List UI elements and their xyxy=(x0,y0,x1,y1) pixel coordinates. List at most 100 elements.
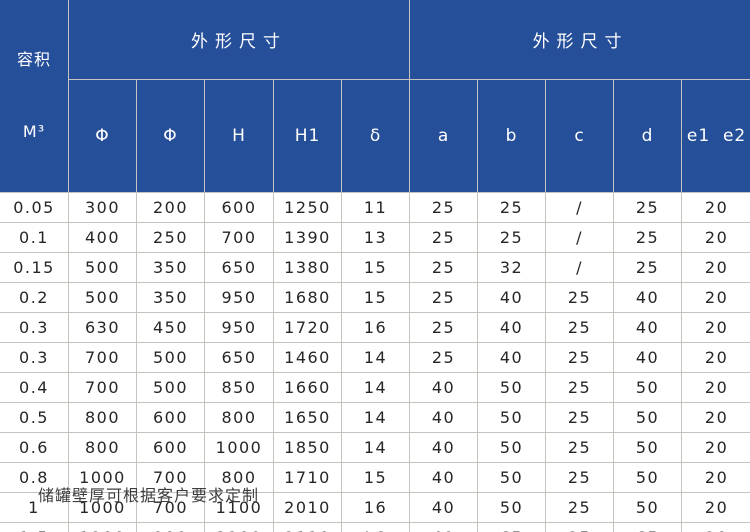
table-cell: 700 xyxy=(204,222,274,253)
table-cell: 600 xyxy=(136,402,205,433)
table-cell: 32 xyxy=(477,252,547,283)
table-row: 0.8 1000 700 800 1710 15 40 50 25 50 20 xyxy=(0,462,750,493)
header-col-d: d xyxy=(613,79,683,193)
table-cell: 0.6 xyxy=(0,432,69,463)
table-cell: 0.3 xyxy=(0,312,69,343)
table-cell: 1380 xyxy=(273,252,342,283)
table-cell: 1100 xyxy=(204,492,274,523)
table-cell: 800 xyxy=(68,432,137,463)
table-cell: 450 xyxy=(136,312,205,343)
table-cell: 0.1 xyxy=(0,222,69,253)
table-cell: 25 xyxy=(409,222,479,253)
table-row: 1.5120090011002110L64065256520 xyxy=(0,522,750,532)
header-col-delta: δ xyxy=(340,79,411,193)
table-cell: 25 xyxy=(545,462,615,493)
table-cell: 1000 xyxy=(68,462,137,493)
table-cell: 1200 xyxy=(68,522,137,532)
table-cell: 50 xyxy=(613,402,683,433)
table-cell: 25 xyxy=(545,372,615,403)
table-cell: 0.2 xyxy=(0,282,69,313)
table-cell: 50 xyxy=(477,492,547,523)
table-cell: 900 xyxy=(136,522,205,532)
table-cell: 0.5 xyxy=(0,402,69,433)
table-cell: 950 xyxy=(204,312,274,343)
table-row: 0.6 800 600 1000 1850 14 40 50 25 50 20 xyxy=(0,432,750,463)
table-cell: 0.15 xyxy=(0,252,69,283)
table-cell: 14 xyxy=(340,402,411,433)
header-col-phi1: Φ xyxy=(68,79,137,193)
table-cell: 800 xyxy=(204,462,274,493)
table-cell: 2010 xyxy=(273,492,342,523)
header-col-h: H xyxy=(204,79,274,193)
spec-table-header: 容积 M³ 外形尺寸 外形尺寸 Φ Φ H H1 δ a b c d e1 xyxy=(0,0,750,193)
table-row: 0.2 500 350 950 1680 15 25 40 25 40 20 xyxy=(0,282,750,313)
table-row: 0.3 630 450 950 1720 16 25 40 25 40 20 xyxy=(0,312,750,343)
table-cell: 1000 xyxy=(68,492,137,523)
table-cell: 630 xyxy=(68,312,137,343)
table-cell: / xyxy=(545,192,615,223)
table-cell: 700 xyxy=(68,342,137,373)
header-col-c: c xyxy=(545,79,615,193)
table-row: 0.15 500 350 650 1380 15 25 32/25 20 xyxy=(0,252,750,283)
table-cell: 25 xyxy=(409,282,479,313)
table-cell: 250 xyxy=(136,222,205,253)
table-cell: 600 xyxy=(136,432,205,463)
table-cell: 800 xyxy=(204,402,274,433)
table-cell: L6 xyxy=(340,522,411,532)
table-row: 0.05 300 200 600 1250 11 25 25/25 20 xyxy=(0,192,750,223)
table-row: 1 1000 700 1100 2010 16 40 50 25 50 20 xyxy=(0,492,750,523)
table-cell: 50 xyxy=(477,432,547,463)
table-cell: 700 xyxy=(136,462,205,493)
header-group-dimensions-right: 外形尺寸 xyxy=(409,0,750,81)
table-cell: 16 xyxy=(340,492,411,523)
header-capacity-label: 容积 xyxy=(16,50,51,69)
table-cell: 13 xyxy=(340,222,411,253)
header-col-e1-e2: e1 e2 xyxy=(681,79,750,193)
table-cell: 15 xyxy=(340,282,411,313)
table-cell: 950 xyxy=(204,282,274,313)
table-cell: 300 xyxy=(68,192,137,223)
table-cell: 40 xyxy=(409,372,479,403)
header-group-dimensions-left: 外形尺寸 xyxy=(67,0,411,81)
table-cell: 500 xyxy=(136,372,205,403)
header-capacity-unit: M³ xyxy=(22,122,46,141)
table-cell: 50 xyxy=(477,462,547,493)
table-cell: 50 xyxy=(613,432,683,463)
table-row: 0.4 700 500 850 1660 14 40 50 25 50 20 xyxy=(0,372,750,403)
table-cell: 600 xyxy=(204,192,274,223)
table-cell: 1650 xyxy=(273,402,342,433)
table-cell: 50 xyxy=(613,492,683,523)
table-cell: 20 xyxy=(681,222,750,253)
table-cell: 25 xyxy=(409,192,479,223)
header-row-columns: Φ Φ H H1 δ a b c d e1 e2 xyxy=(0,79,750,193)
table-cell: 20 xyxy=(681,342,750,373)
table-cell: 850 xyxy=(204,372,274,403)
table-cell: 50 xyxy=(613,372,683,403)
table-cell: 15 xyxy=(340,462,411,493)
table-cell: 1 xyxy=(0,492,69,523)
table-cell: 1710 xyxy=(273,462,342,493)
header-col-h1: H1 xyxy=(273,79,342,193)
table-cell: 350 xyxy=(136,252,205,283)
table-cell: 20 xyxy=(681,462,750,493)
table-cell: 0.05 xyxy=(0,192,69,223)
table-cell: 0.4 xyxy=(0,372,69,403)
header-col-b: b xyxy=(477,79,547,193)
table-cell: 500 xyxy=(68,282,137,313)
table-cell: 25 xyxy=(545,282,615,313)
table-cell: 20 xyxy=(681,492,750,523)
table-row: 0.3 700 500 650 1460 14 25 40 25 40 20 xyxy=(0,342,750,373)
table-cell: 20 xyxy=(681,432,750,463)
spec-table-body: 0.05 300 200 600 1250 11 25 25/25 20 0.1 400 250 700… xyxy=(0,192,750,532)
table-cell: / xyxy=(545,222,615,253)
table-cell: 20 xyxy=(681,282,750,313)
table-cell: 20 xyxy=(681,192,750,223)
table-cell: 650 xyxy=(204,252,274,283)
table-cell: 25 xyxy=(545,522,615,532)
table-cell: 800 xyxy=(68,402,137,433)
header-col-phi2: Φ xyxy=(136,79,205,193)
table-cell: 650 xyxy=(204,342,274,373)
table-cell: 400 xyxy=(68,222,137,253)
table-cell: 700 xyxy=(136,492,205,523)
